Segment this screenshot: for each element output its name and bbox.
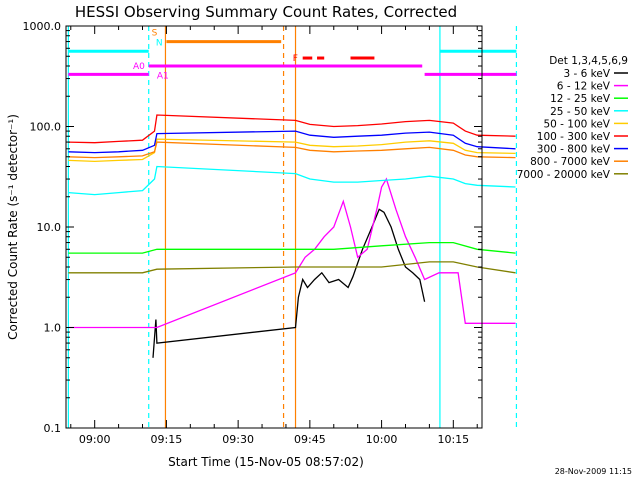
- legend-label-5: 100 - 300 keV: [537, 131, 611, 143]
- state-bar-label-4: A0: [133, 62, 145, 72]
- y-axis-label: Corrected Count Rate (s⁻¹ detector⁻¹): [6, 114, 20, 340]
- series-line-2: [68, 241, 516, 254]
- legend-label-0: 3 - 6 keV: [563, 68, 610, 80]
- legend-label-7: 800 - 7000 keV: [530, 156, 611, 168]
- x-axis-label: Start Time (15-Nov-05 08:57:02): [168, 455, 364, 469]
- legend-label-3: 25 - 50 keV: [550, 106, 611, 118]
- series-line-6: [68, 130, 516, 154]
- series-line-8: [68, 261, 516, 274]
- legend-label-6: 300 - 800 keV: [537, 144, 611, 156]
- x-tick-label-3: 09:45: [294, 433, 326, 446]
- chart-title: HESSI Observing Summary Count Rates, Cor…: [75, 3, 457, 21]
- legend-title: Det 1,3,4,5,6,9: [549, 55, 628, 67]
- x-tick-label-2: 09:30: [222, 433, 254, 446]
- series-line-0: [152, 208, 426, 358]
- x-tick-label-4: 10:00: [366, 433, 398, 446]
- x-tick-label-1: 09:15: [151, 433, 183, 446]
- legend-label-8: 7000 - 20000 keV: [517, 169, 611, 181]
- series-line-3: [68, 165, 516, 196]
- footer-timestamp: 28-Nov-2009 11:15: [555, 467, 632, 476]
- series-line-7: [68, 141, 516, 159]
- state-bar-label-5: A1: [157, 71, 169, 81]
- y-tick-label-2: 10.0: [37, 221, 62, 234]
- y-tick-label-4: 1000.0: [23, 20, 62, 33]
- series-line-4: [68, 138, 516, 163]
- y-tick-label-0: 0.1: [44, 422, 62, 435]
- state-bar-label-3: F: [293, 54, 298, 64]
- y-tick-label-3: 100.0: [30, 121, 62, 134]
- state-bar-label-0: S: [152, 29, 158, 39]
- state-bar-label-1: N: [156, 38, 163, 48]
- series-line-5: [68, 114, 516, 144]
- x-tick-label-0: 09:00: [79, 433, 111, 446]
- legend-label-4: 50 - 100 keV: [543, 118, 610, 130]
- legend-label-2: 12 - 25 keV: [550, 93, 611, 105]
- x-tick-label-5: 10:15: [437, 433, 469, 446]
- series-line-1: [68, 177, 516, 329]
- y-tick-label-1: 1.0: [44, 322, 62, 335]
- legend-label-1: 6 - 12 keV: [557, 81, 611, 93]
